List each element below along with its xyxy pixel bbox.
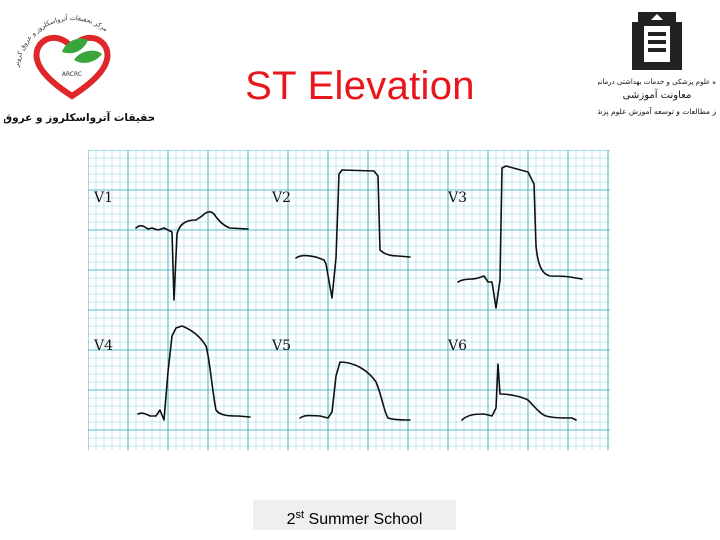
leaf-icon	[74, 50, 102, 63]
university-logo: دانشگاه علوم پزشکی و خدمات بهداشتی درمان…	[578, 6, 720, 128]
university-line-1: دانشگاه علوم پزشکی و خدمات بهداشتی درمان…	[598, 77, 716, 86]
svg-text:ARCRC: ARCRC	[62, 71, 82, 78]
ecg-trace-v5	[299, 361, 411, 421]
lead-label-v6: V6	[447, 338, 467, 354]
footer-suffix: st	[295, 509, 305, 521]
ecg-trace-v3	[457, 165, 583, 309]
leaf-icon	[62, 38, 88, 54]
university-emblem-icon	[632, 12, 682, 70]
footer-text: Summer School	[308, 511, 423, 528]
research-center-logo: مرکز تحقیقات آترواسکلروز و عروق کرونر AR…	[0, 4, 189, 126]
ecg-strip: V1 V2 V3 V4 V5 V6	[87, 149, 610, 450]
university-line-3: مرکز مطالعات و توسعه آموزش علوم پزشکی	[598, 106, 716, 116]
lead-label-v5: V5	[271, 338, 291, 354]
ecg-trace-v4	[137, 325, 251, 421]
logo-caption: مرکز تحقیقات آترواسکلروز و عروق کرونر	[4, 111, 154, 124]
lead-label-v1: V1	[93, 190, 113, 206]
page-title: ST Elevation	[245, 64, 475, 108]
ecg-trace-v2	[295, 169, 411, 299]
footer-label: 2st Summer School	[253, 500, 456, 530]
lead-label-v4: V4	[93, 338, 113, 354]
lead-label-v2: V2	[271, 190, 291, 206]
lead-label-v3: V3	[447, 190, 467, 206]
footer-ordinal: 2	[286, 511, 296, 528]
university-line-2: معاونت آموزشی	[623, 88, 692, 101]
ecg-trace-v1	[135, 211, 249, 301]
ecg-trace-v6	[461, 363, 577, 421]
